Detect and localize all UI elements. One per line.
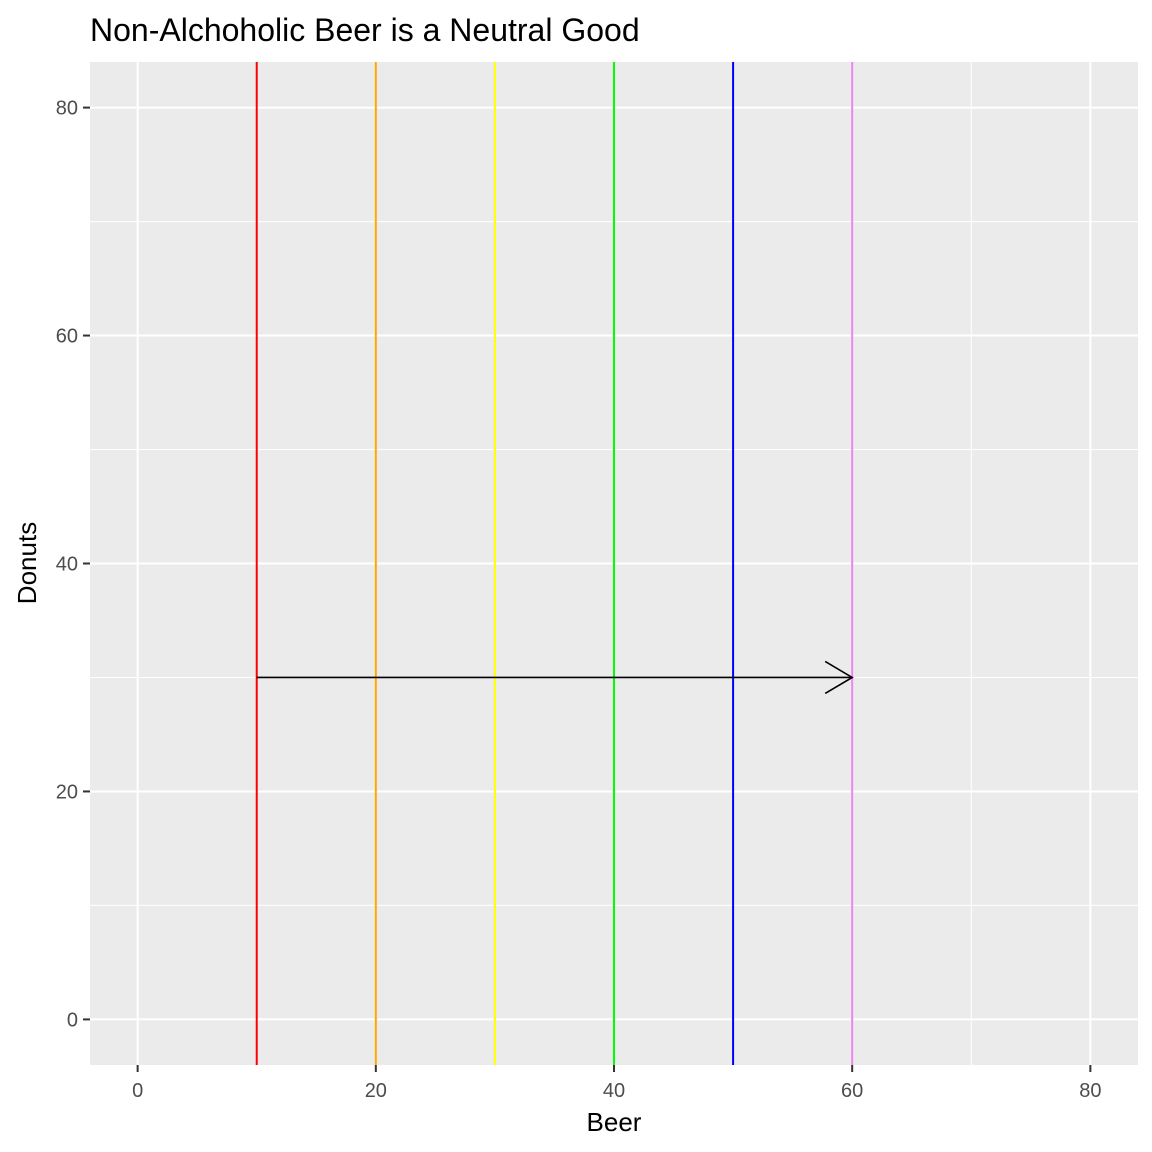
x-axis-label: Beer xyxy=(587,1107,642,1137)
y-tick-label-60: 60 xyxy=(56,326,78,348)
x-axis: 0 20 40 60 80 xyxy=(132,1065,1101,1102)
x-tick-label-0: 0 xyxy=(132,1080,143,1102)
y-tick-label-80: 80 xyxy=(56,98,78,120)
y-tick-label-0: 0 xyxy=(67,1009,78,1031)
x-tick-label-20: 20 xyxy=(365,1080,387,1102)
vertical-lines xyxy=(255,62,854,1065)
y-axis: 0 20 40 60 80 xyxy=(56,98,90,1031)
x-tick-label-60: 60 xyxy=(841,1080,863,1102)
arrow-annotation xyxy=(256,660,854,695)
chart-title: Non-Alchoholic Beer is a Neutral Good xyxy=(90,12,640,48)
y-axis-label: Donuts xyxy=(12,522,42,604)
x-tick-label-40: 40 xyxy=(603,1080,625,1102)
arrow-head xyxy=(824,660,854,695)
y-tick-label-40: 40 xyxy=(56,554,78,576)
y-tick-label-20: 20 xyxy=(56,781,78,803)
x-tick-label-80: 80 xyxy=(1079,1080,1101,1102)
